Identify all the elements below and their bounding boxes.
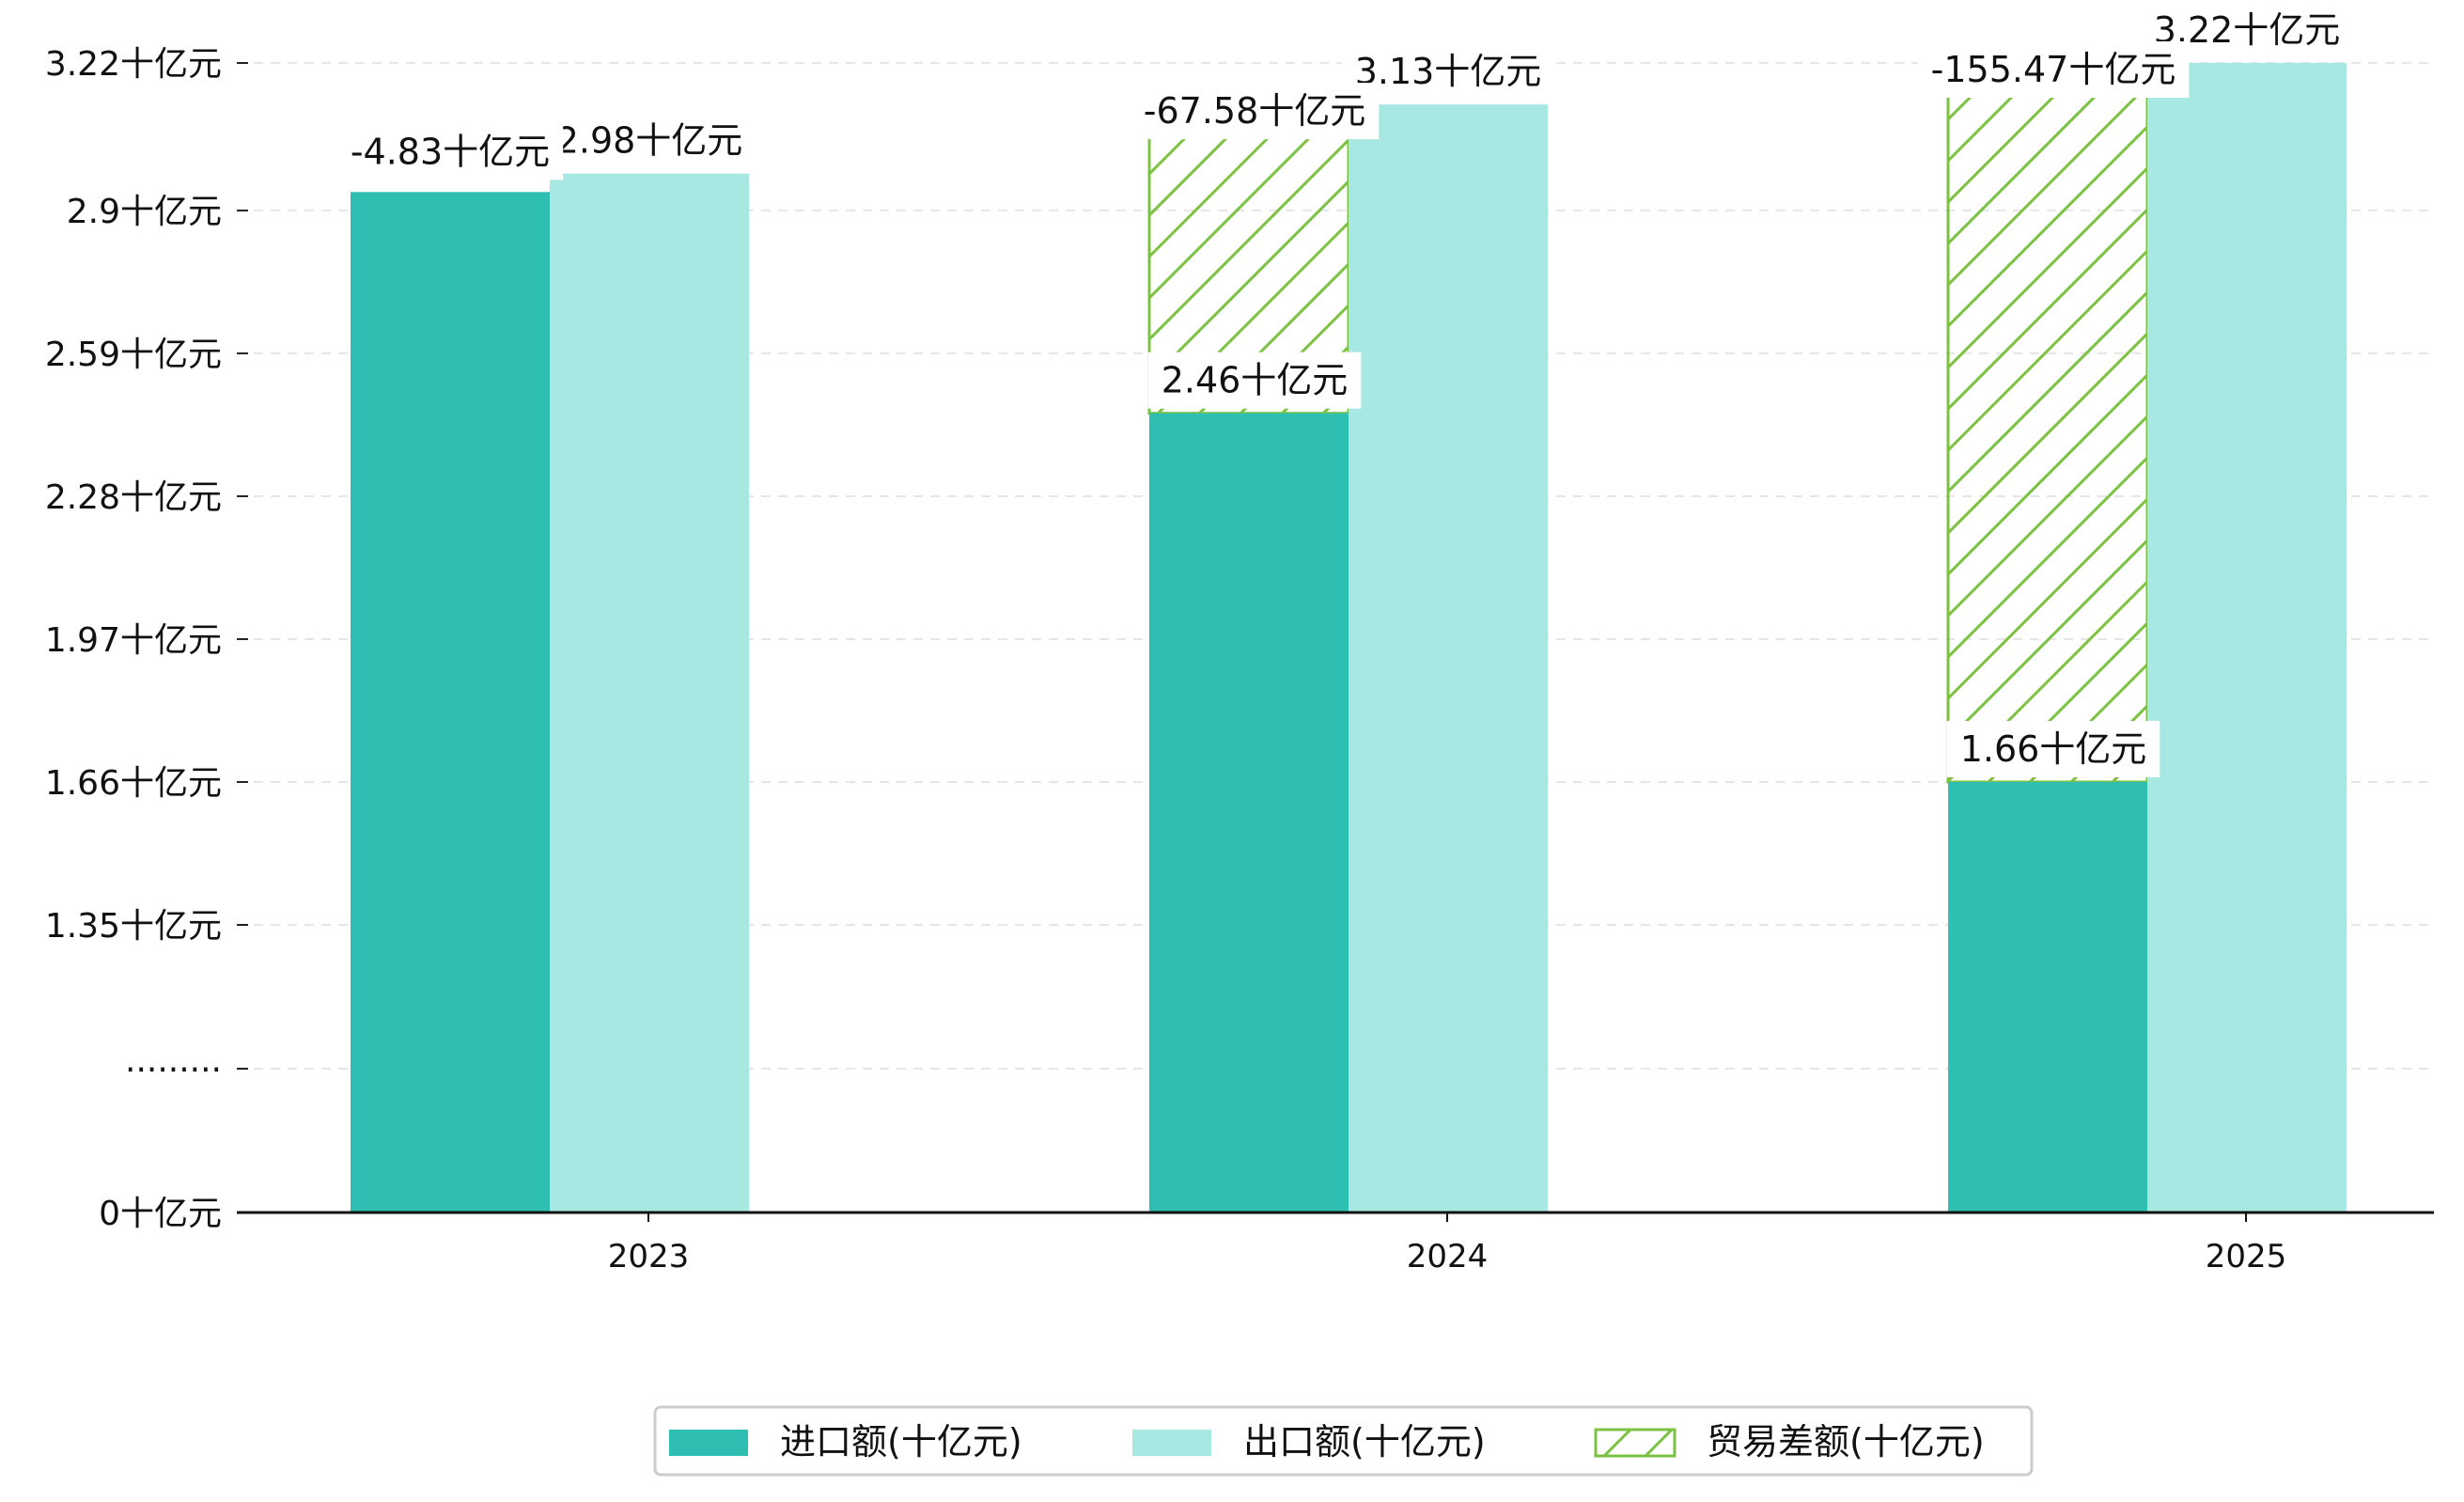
x-tick-label-2023: 2023: [608, 1238, 690, 1275]
label-balance-2023-box: [336, 123, 564, 180]
legend-frame: [653, 1405, 2034, 1477]
label-import-2024-group: 2.46十亿元: [1147, 352, 1362, 409]
x-tick-label-2024: 2024: [1407, 1238, 1489, 1275]
label-export-2023-box: [542, 112, 756, 169]
label-import-2025: 1.66十亿元: [1960, 728, 2147, 770]
label-import-2025-group: 1.66十亿元: [1946, 720, 2160, 777]
legend-swatch-balance: [1594, 1428, 1676, 1458]
bar-balance-2025: [1946, 84, 2149, 784]
label-balance-2024-box: [1130, 83, 1380, 140]
y-tick-label-3: 1.66十亿元: [45, 764, 222, 803]
legend-label-import: 进口额(十亿元): [780, 1421, 1022, 1463]
bar-export-2023: [550, 173, 749, 1213]
legend-swatch-import: [669, 1430, 748, 1456]
label-balance-2024-group: -67.58十亿元: [1130, 83, 1380, 140]
label-balance-2023: -4.83十亿元: [351, 131, 550, 172]
bar-import-2025: [1948, 781, 2147, 1213]
label-import-2024-box: [1147, 352, 1362, 409]
legend-label-balance: 贸易差额(十亿元): [1707, 1421, 1985, 1463]
label-export-2023: 2.98十亿元: [556, 120, 743, 162]
y-tick-label-2: 1.35十亿元: [45, 907, 222, 946]
y-tick-label-0: 0十亿元: [99, 1195, 222, 1233]
label-balance-2023-group: -4.83十亿元: [336, 123, 564, 180]
bar-export-2025: [2147, 63, 2347, 1213]
y-tick-label-1: ·········: [125, 1051, 222, 1089]
label-import-2025-box: [1946, 720, 2160, 777]
legend-label-export: 出口额(十亿元): [1243, 1421, 1486, 1463]
data-labels-layer: 2.98十亿元-4.83十亿元3.13十亿元-67.58十亿元2.46十亿元3.…: [336, 2, 2354, 777]
bar-import-2024: [1149, 413, 1349, 1213]
y-tick-label-7: 2.9十亿元: [67, 193, 222, 231]
label-balance-2025-box: [1917, 41, 2190, 98]
bars-layer: [351, 63, 2347, 1213]
axis-layer: 0十亿元 ········· 1.35十亿元 1.66十亿元 1.97十亿元 2.28十亿…: [45, 45, 2434, 1275]
label-balance-2025: -155.47十亿元: [1931, 49, 2176, 90]
label-export-2023-group: 2.98十亿元: [542, 112, 756, 169]
y-tick-label-4: 1.97十亿元: [45, 621, 222, 660]
y-tick-label-6: 2.59十亿元: [45, 336, 222, 374]
y-tick-label-8: 3.22十亿元: [45, 45, 222, 84]
label-balance-2024: -67.58十亿元: [1144, 90, 1366, 132]
label-export-2024: 3.13十亿元: [1355, 51, 1542, 92]
x-tick-label-2025: 2025: [2206, 1238, 2287, 1275]
y-tick-label-5: 2.28十亿元: [45, 478, 222, 517]
legend-swatch-export: [1132, 1430, 1211, 1456]
legend: 进口额(十亿元) 出口额(十亿元) 贸易差额(十亿元): [653, 1405, 2034, 1477]
bar-import-2023: [351, 192, 550, 1213]
bar-export-2024: [1349, 104, 1548, 1213]
label-balance-2025-group: -155.47十亿元: [1917, 41, 2190, 98]
label-import-2024: 2.46十亿元: [1162, 360, 1349, 401]
